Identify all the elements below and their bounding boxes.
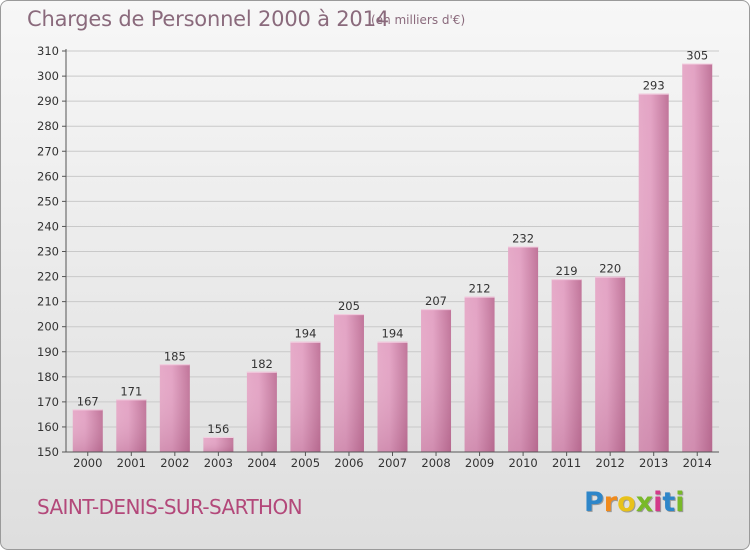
y-tick-label: 170 (37, 395, 59, 409)
bar-shade (638, 93, 669, 452)
y-tick-label: 160 (37, 420, 59, 434)
bar-shade (377, 341, 408, 452)
x-tick-label: 2003 (204, 456, 233, 470)
data-label: 212 (469, 282, 491, 296)
bar-shade (682, 63, 713, 452)
y-tick-label: 310 (37, 44, 59, 58)
x-tick-label: 2013 (639, 456, 668, 470)
bar-shade (508, 246, 539, 452)
bar-shade (159, 364, 190, 452)
data-label: 205 (338, 299, 360, 313)
bar-shade (72, 409, 103, 452)
bar-shade (595, 276, 626, 452)
y-tick-label: 150 (37, 445, 59, 459)
logo-letter: o (617, 487, 636, 518)
y-tick-label: 270 (37, 144, 59, 158)
x-tick-label: 2009 (465, 456, 494, 470)
x-tick-label: 2010 (508, 456, 537, 470)
y-tick-label: 280 (37, 119, 59, 133)
logo-letter: i (653, 487, 663, 518)
x-tick-label: 2006 (334, 456, 363, 470)
x-tick-label: 2000 (73, 456, 102, 470)
y-tick-label: 200 (37, 320, 59, 334)
x-tick-label: 2011 (552, 456, 581, 470)
commune-name: SAINT-DENIS-SUR-SARTHON (37, 495, 303, 519)
y-tick-label: 290 (37, 94, 59, 108)
data-label: 167 (77, 394, 99, 408)
data-label: 232 (512, 231, 534, 245)
logo-letter: r (603, 487, 618, 518)
x-tick-label: 2004 (247, 456, 276, 470)
y-tick-label: 190 (37, 345, 59, 359)
logo-letter: x (635, 487, 654, 518)
data-label: 219 (556, 264, 578, 278)
y-tick-label: 300 (37, 69, 59, 83)
bar-shade (421, 309, 452, 452)
bar-shade (551, 279, 582, 452)
data-label: 220 (599, 262, 621, 276)
data-labels: 167 171 185 156 182 194 205 194 207 212 232 219 220 2… (77, 49, 708, 436)
x-tick-label: 2008 (421, 456, 450, 470)
data-label: 293 (643, 79, 665, 93)
proxiti-logo: Proxiti (584, 487, 685, 518)
data-label: 185 (164, 349, 186, 363)
x-tick-label: 2007 (378, 456, 407, 470)
x-tick-label: 2014 (683, 456, 712, 470)
data-label: 156 (207, 422, 229, 436)
x-tick-label: 2005 (291, 456, 320, 470)
logo-letter: P (584, 487, 604, 518)
y-tick-label: 220 (37, 270, 59, 284)
bar-shade (464, 296, 495, 452)
x-tick-label: 2012 (596, 456, 625, 470)
chart-subtitle: (en milliers d'€) (371, 13, 466, 27)
bar-shade (333, 314, 364, 452)
chart-title: Charges de Personnel 2000 à 2014 (27, 7, 389, 31)
bar-shade (246, 371, 277, 452)
x-tick-label: 2001 (117, 456, 146, 470)
axes: 150 160 170 180 190 200 210 220 230 240 250 260 270 2… (37, 44, 719, 470)
data-label: 194 (382, 327, 404, 341)
y-tick-label: 180 (37, 370, 59, 384)
y-tick-label: 250 (37, 194, 59, 208)
logo-letter: i (675, 487, 685, 518)
bar-shade (116, 399, 147, 452)
bar-shade (290, 341, 321, 452)
logo-letter: t (662, 487, 676, 518)
y-tick-label: 240 (37, 219, 59, 233)
bars (72, 63, 713, 452)
x-tick-label: 2002 (160, 456, 189, 470)
bar-shade (203, 436, 234, 452)
data-label: 182 (251, 357, 273, 371)
data-label: 171 (120, 384, 142, 398)
data-label: 194 (294, 327, 316, 341)
y-tick-label: 260 (37, 169, 59, 183)
data-label: 305 (686, 49, 708, 63)
data-label: 207 (425, 294, 447, 308)
y-tick-label: 210 (37, 295, 59, 309)
y-tick-label: 230 (37, 245, 59, 259)
